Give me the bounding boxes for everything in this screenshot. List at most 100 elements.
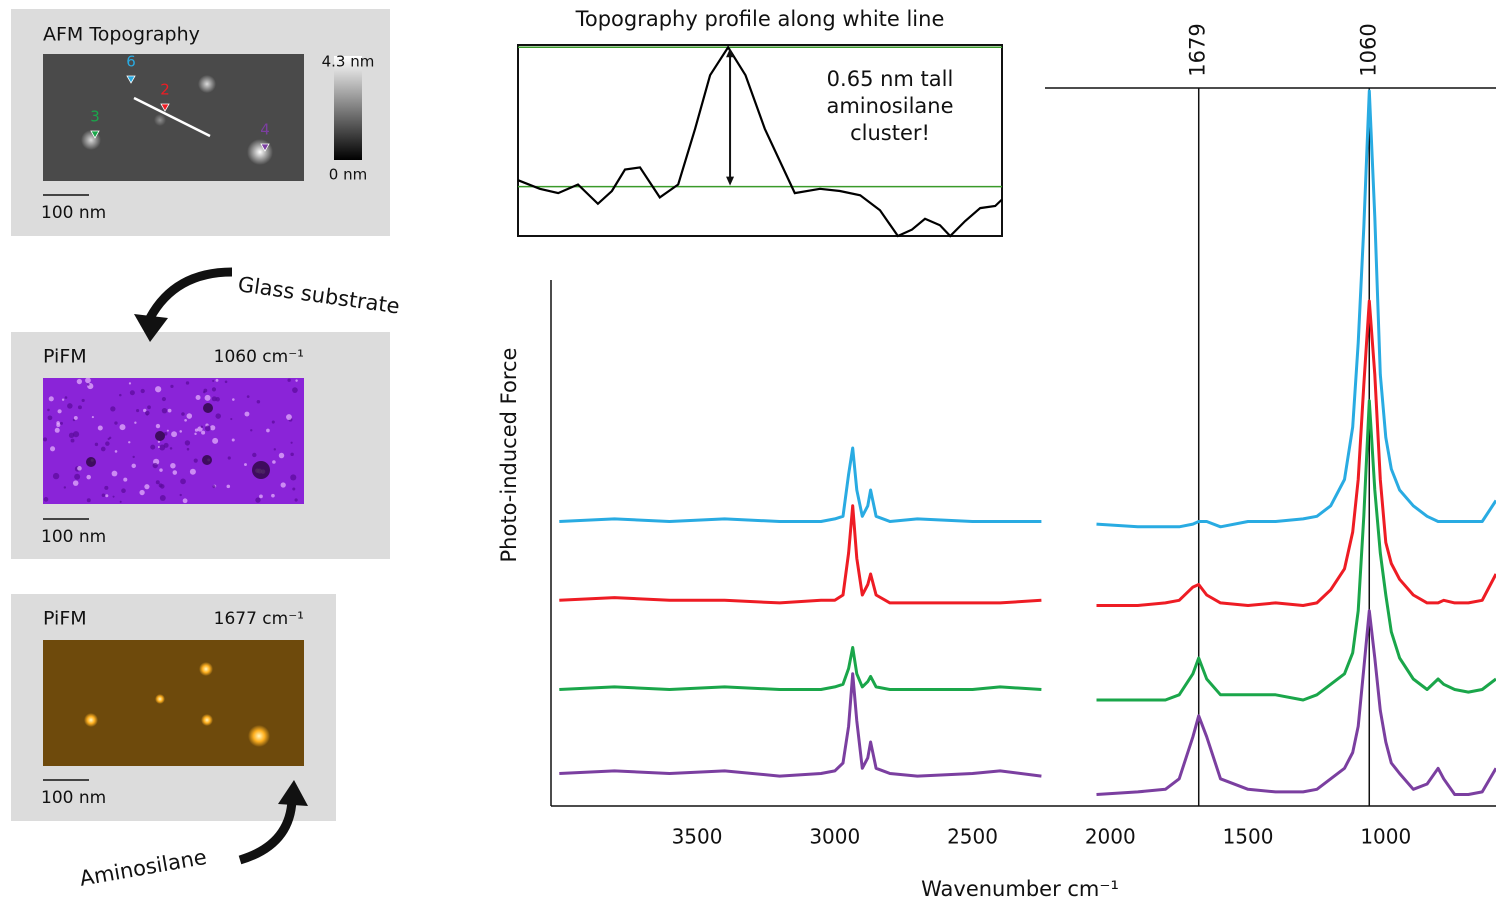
texture-dot bbox=[123, 477, 128, 482]
texture-dot bbox=[272, 460, 276, 464]
reference-label: 1679 bbox=[1186, 23, 1210, 76]
texture-dot bbox=[211, 396, 217, 402]
texture-pit bbox=[202, 455, 212, 465]
marker bbox=[90, 130, 100, 139]
texture-dot bbox=[273, 448, 276, 451]
texture-dot bbox=[171, 431, 178, 438]
texture-dot bbox=[111, 470, 118, 477]
texture-dot bbox=[63, 486, 67, 489]
texture-dot bbox=[212, 485, 216, 489]
x-tick-label: 1500 bbox=[1223, 825, 1274, 849]
panel-title: AFM Topography bbox=[43, 24, 200, 46]
texture-dot bbox=[185, 381, 190, 385]
texture-dot bbox=[167, 408, 172, 413]
texture-dot bbox=[204, 394, 211, 401]
texture-dot bbox=[159, 495, 166, 501]
spectrum-line bbox=[559, 299, 1496, 607]
texture-dot bbox=[161, 407, 168, 414]
texture-dot bbox=[157, 446, 160, 449]
marker-label: 6 bbox=[126, 53, 136, 71]
texture-dot bbox=[252, 452, 257, 458]
colorbar-max: 4.3 nm bbox=[322, 53, 375, 71]
reference-label: 1060 bbox=[1356, 23, 1380, 76]
texture-dot bbox=[224, 380, 228, 384]
chart-title: Topography profile along white line bbox=[575, 7, 945, 31]
texture-dot bbox=[61, 398, 65, 401]
marker bbox=[260, 143, 270, 152]
texture-dot bbox=[43, 496, 49, 502]
texture-dot bbox=[114, 421, 118, 425]
panel-wavenumber: 1677 cm⁻¹ bbox=[214, 609, 304, 629]
texture-dot bbox=[119, 424, 126, 431]
texture-dot bbox=[226, 484, 231, 489]
texture-dot bbox=[57, 409, 62, 414]
texture-dot bbox=[244, 411, 250, 417]
texture-dot bbox=[97, 425, 103, 431]
texture-dot bbox=[292, 487, 296, 491]
texture-dot bbox=[170, 463, 176, 469]
texture-pit bbox=[203, 403, 213, 413]
texture-dot bbox=[232, 398, 235, 401]
annotation: aminosilane bbox=[826, 94, 953, 118]
texture-dot bbox=[290, 474, 297, 481]
texture-dot bbox=[152, 462, 158, 469]
texture-pit bbox=[155, 431, 165, 441]
pifm-image bbox=[43, 640, 304, 766]
texture-dot bbox=[101, 493, 106, 498]
texture-dot bbox=[136, 409, 140, 413]
colorbar-min: 0 nm bbox=[329, 166, 367, 184]
texture-dot bbox=[212, 437, 219, 444]
texture-dot bbox=[64, 396, 68, 399]
pifm-texture bbox=[43, 377, 298, 504]
profile-line bbox=[517, 45, 1003, 238]
texture-dot bbox=[50, 446, 56, 452]
texture-dot bbox=[193, 458, 198, 463]
x-tick-label: 3500 bbox=[672, 825, 723, 849]
texture-pit bbox=[252, 461, 270, 479]
texture-dot bbox=[180, 478, 186, 485]
x-tick-label: 2500 bbox=[947, 825, 998, 849]
marker-label: 4 bbox=[260, 121, 270, 139]
texture-dot bbox=[73, 415, 78, 420]
texture-dot bbox=[184, 418, 187, 422]
texture-dot bbox=[266, 428, 270, 433]
texture-dot bbox=[121, 488, 126, 494]
texture-dot bbox=[159, 468, 163, 472]
arrow bbox=[146, 267, 233, 321]
texture-dot bbox=[143, 408, 147, 413]
texture-dot bbox=[211, 387, 217, 392]
texture-dot bbox=[147, 405, 151, 410]
texture-dot bbox=[244, 463, 247, 466]
texture-dot bbox=[70, 438, 75, 443]
scale-bar-label: 100 nm bbox=[41, 203, 106, 223]
texture-dot bbox=[87, 383, 90, 386]
texture-dot bbox=[72, 431, 80, 438]
texture-dot bbox=[195, 394, 201, 400]
texture-dot bbox=[200, 425, 204, 429]
texture-dot bbox=[77, 405, 82, 410]
texture-dot bbox=[209, 425, 216, 431]
pifm-image bbox=[43, 378, 304, 504]
texture-pit bbox=[86, 457, 96, 467]
texture-dot bbox=[287, 378, 291, 382]
profile-frame bbox=[517, 44, 1003, 237]
texture-dot bbox=[280, 482, 286, 488]
texture-dot bbox=[259, 494, 263, 499]
texture-dot bbox=[119, 500, 122, 503]
texture-dot bbox=[81, 398, 85, 403]
texture-dot bbox=[170, 384, 174, 388]
texture-dot bbox=[134, 421, 137, 424]
texture-dot bbox=[169, 447, 173, 450]
texture-dot bbox=[155, 480, 160, 485]
texture-dot bbox=[215, 378, 219, 382]
texture-dot bbox=[256, 400, 261, 404]
panel-wavenumber: 1060 cm⁻¹ bbox=[214, 347, 304, 367]
texture-dot bbox=[86, 498, 91, 503]
texture-dot bbox=[166, 429, 169, 432]
texture-dot bbox=[94, 442, 99, 447]
texture-dot bbox=[201, 430, 206, 435]
texture-dot bbox=[59, 421, 63, 425]
texture-dot bbox=[286, 414, 292, 420]
marker bbox=[160, 103, 170, 112]
